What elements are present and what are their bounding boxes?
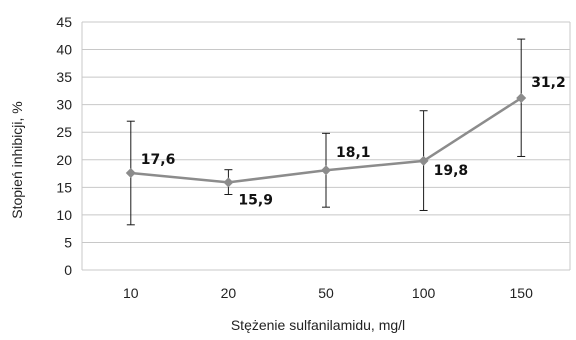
x-axis-title: Stężenie sulfanilamidu, mg/l	[231, 317, 405, 333]
y-tick-label: 40	[56, 42, 72, 58]
data-point	[418, 155, 429, 166]
y-tick-label: 0	[64, 262, 72, 278]
x-tick-labels: 10 20 50 100 150	[123, 285, 533, 301]
y-tick-label: 15	[56, 179, 72, 195]
x-tick-label: 50	[318, 285, 334, 301]
x-tick-label: 10	[123, 285, 139, 301]
y-tick-label: 45	[56, 14, 72, 30]
data-label: 18,1	[336, 145, 371, 161]
data-point	[223, 177, 234, 188]
data-point	[516, 93, 527, 104]
y-tick-label: 5	[64, 234, 72, 250]
y-tick-label: 10	[56, 207, 72, 223]
data-point	[321, 165, 331, 176]
data-label: 15,9	[238, 192, 273, 208]
y-tick-label: 20	[56, 152, 72, 168]
x-tick-label: 150	[510, 285, 534, 301]
data-label: 19,8	[434, 163, 469, 179]
data-label: 17,6	[141, 152, 176, 168]
x-tick-label: 20	[221, 285, 237, 301]
x-tick-label: 100	[412, 285, 436, 301]
data-label: 31,2	[531, 75, 566, 91]
y-tick-label: 30	[56, 97, 72, 113]
data-labels: 17,6 15,9 18,1 19,8 31,2	[141, 75, 566, 208]
y-tick-label: 35	[56, 69, 72, 85]
y-tick-labels: 0 5 10 15 20 25 30 35 40 45	[56, 14, 72, 278]
y-axis-title: Stopień inhibicji, %	[9, 101, 25, 219]
y-tick-label: 25	[56, 124, 72, 140]
data-point	[125, 168, 136, 179]
data-markers	[125, 93, 527, 188]
